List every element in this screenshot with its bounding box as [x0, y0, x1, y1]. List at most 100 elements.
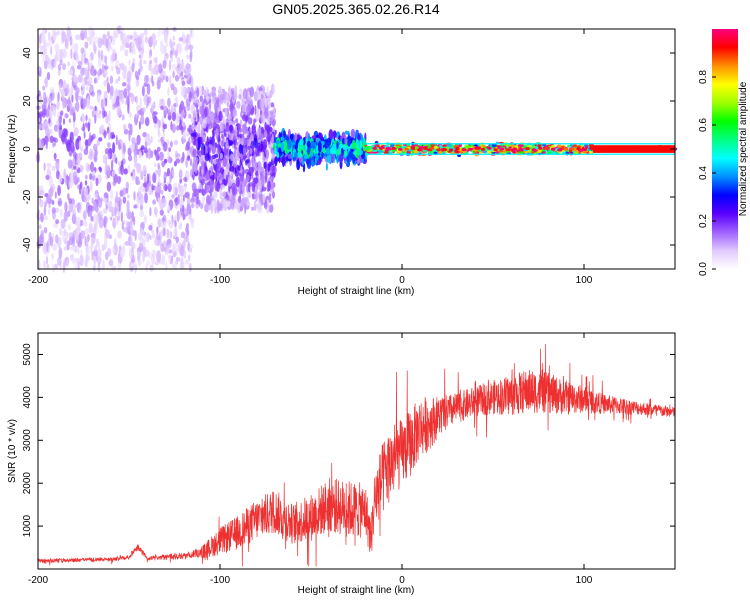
heatmap-cell	[248, 183, 251, 193]
heatmap-cell	[184, 94, 188, 100]
heatmap-cell	[128, 154, 133, 162]
heatmap-cell	[84, 41, 89, 49]
heatmap-cell	[264, 98, 268, 108]
heatmap-cell	[81, 127, 86, 131]
heatmap-cell	[344, 130, 350, 135]
heatmap-cell	[505, 143, 510, 148]
heatmap-cell	[233, 202, 239, 210]
heatmap-cell	[129, 111, 132, 118]
heatmap-cell	[232, 186, 236, 196]
heatmap-cell	[259, 193, 264, 203]
heatmap-cell	[178, 169, 183, 180]
heatmap-cell	[47, 194, 52, 204]
heatmap-cell	[262, 192, 266, 203]
heatmap-cell	[57, 64, 62, 71]
heatmap-cell	[218, 110, 223, 122]
heatmap-cell	[70, 85, 74, 98]
heatmap-cell	[164, 247, 167, 252]
heatmap-cell	[84, 57, 88, 64]
heatmap-cell	[127, 85, 130, 97]
heatmap-cell	[88, 77, 93, 84]
heatmap-cell	[289, 133, 294, 141]
heatmap-cell	[104, 70, 108, 76]
heatmap-cell	[378, 146, 384, 150]
heatmap-cell	[414, 146, 419, 150]
heatmap-cell	[151, 229, 155, 239]
heatmap-cell	[359, 140, 363, 149]
heatmap-cell	[143, 29, 148, 36]
heatmap-cell	[229, 166, 235, 172]
heatmap-cell	[67, 96, 71, 108]
heatmap-cells	[36, 25, 678, 274]
heatmap-cell	[141, 221, 145, 230]
heatmap-cell	[240, 137, 245, 145]
heatmap-cell	[46, 241, 49, 253]
heatmap-cell	[66, 240, 70, 251]
heatmap-x-tick-label: 100	[576, 275, 593, 286]
heatmap-cell	[77, 249, 80, 255]
heatmap-cell	[83, 210, 87, 221]
heatmap-cell	[97, 241, 101, 250]
heatmap-cell	[163, 105, 168, 116]
heatmap-cell	[40, 212, 44, 223]
heatmap-cell	[174, 187, 178, 197]
heatmap-cell	[49, 104, 55, 116]
heatmap-cell	[210, 111, 215, 124]
heatmap-cell	[256, 161, 262, 173]
heatmap-cell	[160, 182, 165, 187]
heatmap-cell	[43, 205, 47, 217]
heatmap-cell	[264, 148, 267, 155]
heatmap-cell	[54, 263, 59, 269]
heatmap-cell	[474, 146, 479, 150]
heatmap-cell	[154, 238, 158, 246]
heatmap-cell	[206, 96, 210, 102]
heatmap-cell	[102, 197, 108, 203]
heatmap-cell	[57, 197, 63, 207]
heatmap-cell	[89, 105, 94, 110]
heatmap-cell	[567, 144, 571, 148]
heatmap-cell	[143, 82, 148, 87]
heatmap-cell	[200, 147, 205, 156]
heatmap-y-tick-label: 0	[22, 146, 33, 152]
heatmap-cell	[245, 177, 248, 184]
snr-x-tick-label: 0	[399, 575, 405, 586]
heatmap-cell	[216, 181, 221, 193]
heatmap-cell	[87, 234, 90, 242]
heatmap-cell	[85, 253, 88, 264]
heatmap-cell	[149, 235, 152, 241]
heatmap-cell	[148, 36, 153, 48]
heatmap-cell	[496, 145, 502, 148]
heatmap-cell	[46, 162, 52, 168]
heatmap-cell	[395, 145, 401, 149]
heatmap-cell	[144, 192, 148, 204]
heatmap-cell	[247, 117, 253, 125]
heatmap-cell	[170, 54, 173, 63]
heatmap-cell	[176, 210, 180, 223]
heatmap-cell	[200, 203, 204, 210]
heatmap-cell	[136, 104, 141, 112]
heatmap-cell	[582, 148, 588, 152]
heatmap-cell	[531, 148, 537, 152]
heatmap-cell	[103, 208, 107, 214]
heatmap-cell	[48, 128, 53, 135]
heatmap-cell	[94, 193, 98, 200]
heatmap-cell	[209, 178, 214, 191]
heatmap-cell	[57, 70, 61, 76]
heatmap-cell	[204, 107, 207, 118]
heatmap-cell	[169, 74, 172, 87]
heatmap-cell	[180, 85, 185, 97]
heatmap-cell	[572, 144, 578, 148]
heatmap-cell	[158, 176, 161, 186]
heatmap-cell	[230, 204, 235, 210]
heatmap-cell	[174, 220, 177, 228]
heatmap-cell	[372, 146, 377, 150]
heatmap-cell	[167, 205, 171, 211]
heatmap-cell	[148, 224, 153, 231]
heatmap-cell	[115, 157, 118, 165]
heatmap-cell	[283, 130, 286, 139]
heatmap-cell	[177, 194, 180, 205]
heatmap-cell	[274, 156, 278, 167]
heatmap-cell	[169, 204, 173, 211]
heatmap-cell	[238, 93, 242, 100]
